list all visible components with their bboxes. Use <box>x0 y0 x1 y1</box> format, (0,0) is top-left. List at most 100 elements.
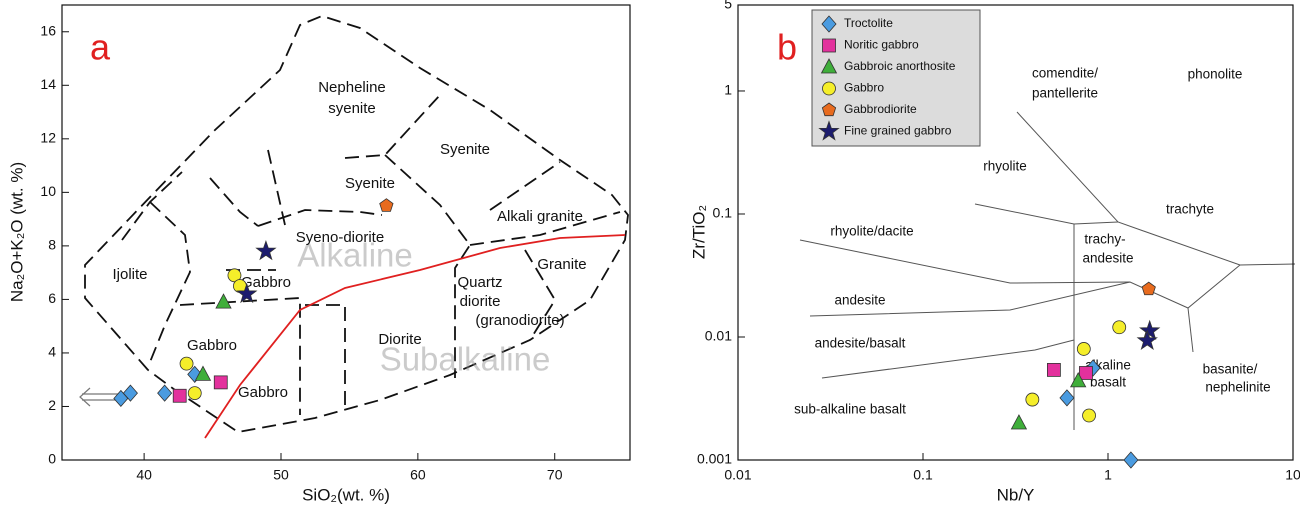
field-watermark: Subalkaline <box>380 341 551 378</box>
point <box>172 388 187 403</box>
panel-label: b <box>777 27 797 68</box>
point <box>1141 281 1156 296</box>
x-tick-label: 70 <box>547 467 563 483</box>
field-label: phonolite <box>1188 67 1243 82</box>
field-label: Ijolite <box>112 266 147 283</box>
y-tick-label: 1 <box>724 82 732 98</box>
field-label: rhyolite <box>983 159 1027 174</box>
field-label: sub-alkaline basalt <box>794 402 906 417</box>
field-label: Diorite <box>378 331 421 348</box>
legend-marker <box>821 102 837 117</box>
legend-marker <box>822 81 836 96</box>
field-label: basalt <box>1090 375 1126 390</box>
field-label: trachy- <box>1084 232 1125 247</box>
field-label: trachyte <box>1166 202 1214 217</box>
point <box>194 365 212 381</box>
field-label: syenite <box>328 100 376 117</box>
y-tick-label: 2 <box>48 397 56 413</box>
point <box>1025 392 1040 407</box>
legend-label: Noritic gabbro <box>844 38 919 52</box>
x-axis-label: Nb/Y <box>997 485 1035 504</box>
point <box>227 268 242 283</box>
y-tick-label: 0 <box>48 451 56 467</box>
field-label: andesite <box>1082 251 1133 266</box>
boundary <box>1187 307 1194 353</box>
boundary <box>384 154 472 378</box>
boundary <box>489 161 561 211</box>
legend-label: Troctolite <box>844 16 893 30</box>
field-label: rhyolite/dacite <box>830 224 913 239</box>
point <box>1112 320 1127 335</box>
point <box>122 384 138 402</box>
boundary <box>821 339 1075 379</box>
y-tick-label: 14 <box>40 76 56 92</box>
field-label: Granite <box>537 256 586 273</box>
point <box>179 356 194 371</box>
legend-label: Fine grained gabbro <box>844 124 952 138</box>
plot-frame <box>737 4 1294 461</box>
point <box>1047 363 1061 377</box>
point <box>1123 451 1139 469</box>
field-label: comendite/ <box>1032 66 1098 81</box>
field-label: diorite <box>460 293 501 310</box>
point <box>255 240 277 261</box>
boundary <box>974 203 1119 225</box>
y-tick-label: 8 <box>48 237 56 253</box>
legend-box <box>811 9 981 147</box>
field-boundaries-b <box>799 111 1296 430</box>
field-label: Alkali granite <box>497 208 583 225</box>
field-label: (granodiorite) <box>475 312 564 329</box>
x-tick-label: 0.1 <box>913 467 933 483</box>
y-axis-label: Na₂O+K₂O (wt. %) <box>7 162 26 302</box>
point <box>1070 372 1087 388</box>
y-axis-label: Zr/TiO₂ <box>689 205 708 259</box>
field-label: Syenite <box>440 141 490 158</box>
field-label: andesite/basalt <box>815 336 906 351</box>
plot-frame <box>61 4 631 461</box>
point <box>1059 389 1075 407</box>
boundary <box>179 297 301 415</box>
point <box>187 386 202 400</box>
x-tick-label: 1 <box>1104 467 1112 483</box>
field-label: nephelinite <box>1205 380 1270 395</box>
y-tick-label: 12 <box>40 130 56 146</box>
boundary <box>469 211 621 246</box>
point <box>1082 408 1096 423</box>
field-label: pantellerite <box>1032 86 1098 101</box>
y-tick-label: 16 <box>40 22 56 38</box>
point <box>1076 342 1091 356</box>
point <box>379 198 394 212</box>
legend-marker <box>818 120 840 141</box>
y-tick-label: 5 <box>724 0 732 12</box>
boundary <box>121 171 183 241</box>
point <box>1136 329 1158 350</box>
arrow <box>79 387 118 407</box>
field-watermark: Alkaline <box>297 237 413 274</box>
legend-label: Gabbro <box>844 81 884 95</box>
field-label: Nepheline <box>318 79 386 96</box>
field-label: Quartz <box>457 274 502 291</box>
x-tick-label: 50 <box>273 467 289 483</box>
boundary <box>209 177 259 227</box>
boundary <box>305 304 346 410</box>
field-label: Gabbro <box>241 274 291 291</box>
boundary <box>344 94 441 159</box>
boundary <box>84 15 629 433</box>
y-tick-label: 6 <box>48 290 56 306</box>
field-label: Syenite <box>345 175 395 192</box>
legend-marker <box>821 15 837 33</box>
legend-marker <box>822 38 836 53</box>
point <box>157 384 173 402</box>
point <box>215 293 232 309</box>
field-label: basanite/ <box>1203 362 1258 377</box>
x-tick-label: 40 <box>136 467 152 483</box>
field-label: andesite <box>834 293 885 308</box>
boundary <box>1016 111 1296 266</box>
legend-marker <box>820 58 838 74</box>
point <box>1139 319 1161 341</box>
field-boundaries-a <box>79 15 629 439</box>
y-tick-label: 0.1 <box>713 205 733 221</box>
y-tick-label: 0.001 <box>697 451 732 467</box>
point <box>213 375 228 390</box>
